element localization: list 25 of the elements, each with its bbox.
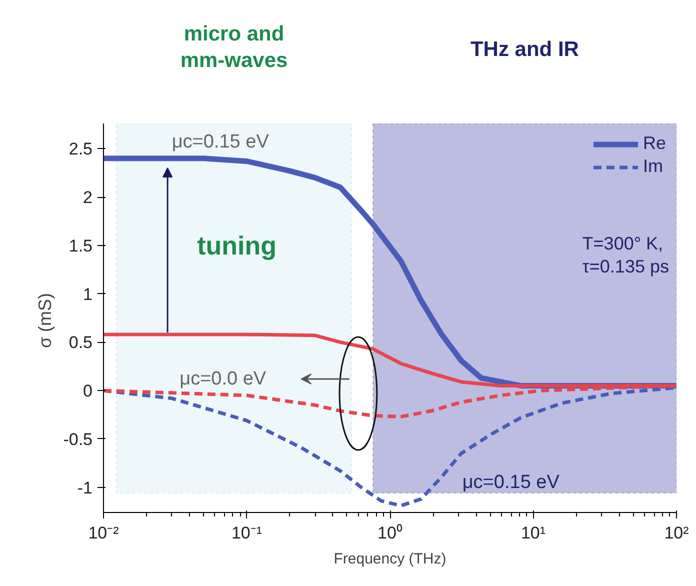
y-tick-label: 2.5 bbox=[68, 140, 93, 159]
x-tick-label: 10² bbox=[664, 524, 690, 542]
annotation: τ=0.135 ps bbox=[582, 256, 669, 277]
annotation: T=300° K, bbox=[582, 233, 664, 254]
y-tick-label: 2 bbox=[83, 188, 93, 208]
y-tick-label: 0.5 bbox=[68, 333, 93, 352]
y-tick-label: 1 bbox=[83, 284, 93, 304]
x-tick-label: 10⁻¹ bbox=[231, 524, 262, 542]
annotation: μc=0.15 eV bbox=[462, 472, 560, 494]
y-tick-label: 1.5 bbox=[68, 236, 93, 256]
band-label: micro and mm-waves bbox=[180, 22, 288, 72]
y-axis-title: σ (mS) bbox=[35, 292, 56, 348]
legend-label: Im bbox=[642, 156, 663, 177]
y-tick-label: 0 bbox=[83, 382, 93, 401]
x-tick-label: 10⁰ bbox=[378, 524, 402, 542]
y-tick-label: -0.5 bbox=[63, 430, 93, 449]
x-tick-label: 10⁻² bbox=[88, 524, 120, 542]
band-label: THz and IR bbox=[470, 38, 579, 62]
annotation: tuning bbox=[197, 230, 276, 260]
x-tick-label: 10¹ bbox=[520, 524, 546, 542]
x-axis-title: Frequency (THz) bbox=[334, 550, 446, 568]
annotation: μc=0.0 eV bbox=[180, 368, 266, 390]
y-tick-label: -1 bbox=[77, 478, 93, 498]
annotation: μc=0.15 eV bbox=[172, 131, 270, 152]
legend-label: Re bbox=[642, 133, 666, 154]
